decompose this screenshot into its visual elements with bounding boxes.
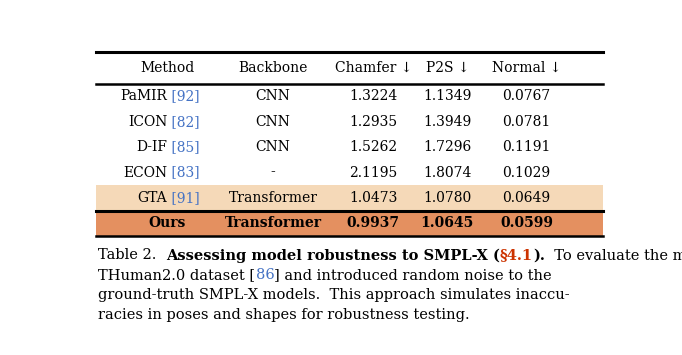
Text: Ours: Ours bbox=[149, 217, 186, 230]
Text: ICON: ICON bbox=[128, 115, 167, 129]
Text: 1.1349: 1.1349 bbox=[423, 89, 471, 103]
Text: GTA: GTA bbox=[138, 191, 167, 205]
Text: 0.0781: 0.0781 bbox=[503, 115, 550, 129]
Text: ground-truth SMPL-X models.  This approach simulates inaccu-: ground-truth SMPL-X models. This approac… bbox=[98, 288, 570, 302]
Bar bbox=[95, 185, 604, 211]
Text: To evaluate the models’ robustness in reconstruction, we used the: To evaluate the models’ robustness in re… bbox=[545, 248, 682, 262]
Text: Chamfer ↓: Chamfer ↓ bbox=[335, 61, 412, 75]
Text: ECON: ECON bbox=[123, 165, 167, 180]
Text: 86: 86 bbox=[256, 268, 274, 282]
Text: CNN: CNN bbox=[256, 89, 291, 103]
Text: 0.9937: 0.9937 bbox=[347, 217, 400, 230]
Bar bbox=[95, 211, 604, 236]
Text: 0.1029: 0.1029 bbox=[503, 165, 550, 180]
Text: 2.1195: 2.1195 bbox=[349, 165, 398, 180]
Text: 0.0599: 0.0599 bbox=[500, 217, 553, 230]
Text: Table 2.: Table 2. bbox=[98, 248, 166, 262]
Text: [92]: [92] bbox=[167, 89, 200, 103]
Text: 0.0767: 0.0767 bbox=[503, 89, 550, 103]
Text: 1.0473: 1.0473 bbox=[349, 191, 398, 205]
Text: racies in poses and shapes for robustness testing.: racies in poses and shapes for robustnes… bbox=[98, 308, 470, 322]
Text: Normal ↓: Normal ↓ bbox=[492, 61, 561, 75]
Text: -: - bbox=[271, 165, 276, 180]
Text: Assessing model robustness to SMPL-X (: Assessing model robustness to SMPL-X ( bbox=[166, 248, 500, 263]
Text: ] and introduced random noise to the: ] and introduced random noise to the bbox=[274, 268, 552, 282]
Text: 1.7296: 1.7296 bbox=[424, 140, 471, 154]
Text: 0.0649: 0.0649 bbox=[503, 191, 550, 205]
Text: 0.1191: 0.1191 bbox=[503, 140, 551, 154]
Text: THuman2.0 dataset [: THuman2.0 dataset [ bbox=[98, 268, 256, 282]
Text: 1.8074: 1.8074 bbox=[423, 165, 471, 180]
Text: 1.2935: 1.2935 bbox=[349, 115, 398, 129]
Text: PaMIR: PaMIR bbox=[120, 89, 167, 103]
Text: P2S ↓: P2S ↓ bbox=[426, 61, 469, 75]
Text: 1.5262: 1.5262 bbox=[349, 140, 398, 154]
Text: ).: ). bbox=[533, 248, 545, 262]
Text: Transformer: Transformer bbox=[228, 191, 317, 205]
Text: CNN: CNN bbox=[256, 140, 291, 154]
Text: 1.0645: 1.0645 bbox=[421, 217, 474, 230]
Text: 1.0780: 1.0780 bbox=[424, 191, 471, 205]
Text: §4.1: §4.1 bbox=[500, 248, 533, 262]
Text: Backbone: Backbone bbox=[238, 61, 308, 75]
Text: Method: Method bbox=[140, 61, 194, 75]
Text: [83]: [83] bbox=[167, 165, 200, 180]
Text: [91]: [91] bbox=[167, 191, 200, 205]
Text: [85]: [85] bbox=[167, 140, 200, 154]
Text: Transformer: Transformer bbox=[224, 217, 321, 230]
Text: 1.3949: 1.3949 bbox=[424, 115, 471, 129]
Text: 1.3224: 1.3224 bbox=[349, 89, 398, 103]
Text: [82]: [82] bbox=[167, 115, 200, 129]
Text: CNN: CNN bbox=[256, 115, 291, 129]
Text: D-IF: D-IF bbox=[136, 140, 167, 154]
